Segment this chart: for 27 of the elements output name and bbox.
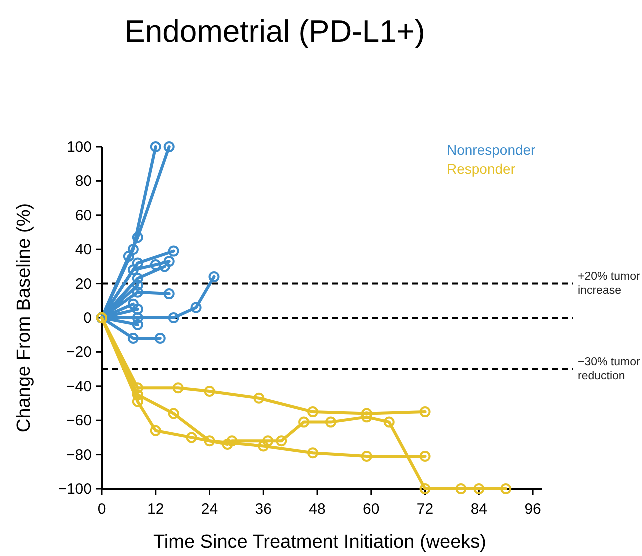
x-tick-label: 36 [255,501,272,518]
chart-title: Endometrial (PD-L1+) [124,14,426,49]
y-tick-label: 80 [75,173,92,190]
y-tick-label: 100 [66,139,92,156]
x-tick-label: 48 [309,501,326,518]
ref-line-label: +20% tumor increase [578,270,640,297]
x-tick-label: 12 [148,501,164,518]
y-tick-label: 40 [75,242,92,259]
x-tick-label: 72 [416,501,434,518]
y-tick-label: −100 [58,481,92,498]
y-tick-label: 60 [75,207,92,224]
text: Nonresponder [447,142,536,158]
x-axis-title: Time Since Treatment Initiation (weeks) [154,532,486,553]
y-tick-label: −80 [66,446,92,464]
x-tick-label: 0 [98,501,106,518]
ref-line-label: −30% tumor reduction [578,356,640,382]
x-tick-label: 96 [524,501,542,518]
y-tick-label: −60 [66,412,92,430]
y-tick-label: −20 [66,344,92,362]
x-tick-label: 24 [201,501,218,518]
y-tick-label: 20 [75,276,92,293]
x-tick-label: 84 [470,501,488,518]
x-tick-label: 60 [363,501,380,518]
text: Responder [447,161,516,177]
y-tick-label: −40 [66,378,92,396]
y-axis-title: Change From Baseline (%) [14,203,35,433]
y-tick-label: 0 [84,310,92,327]
